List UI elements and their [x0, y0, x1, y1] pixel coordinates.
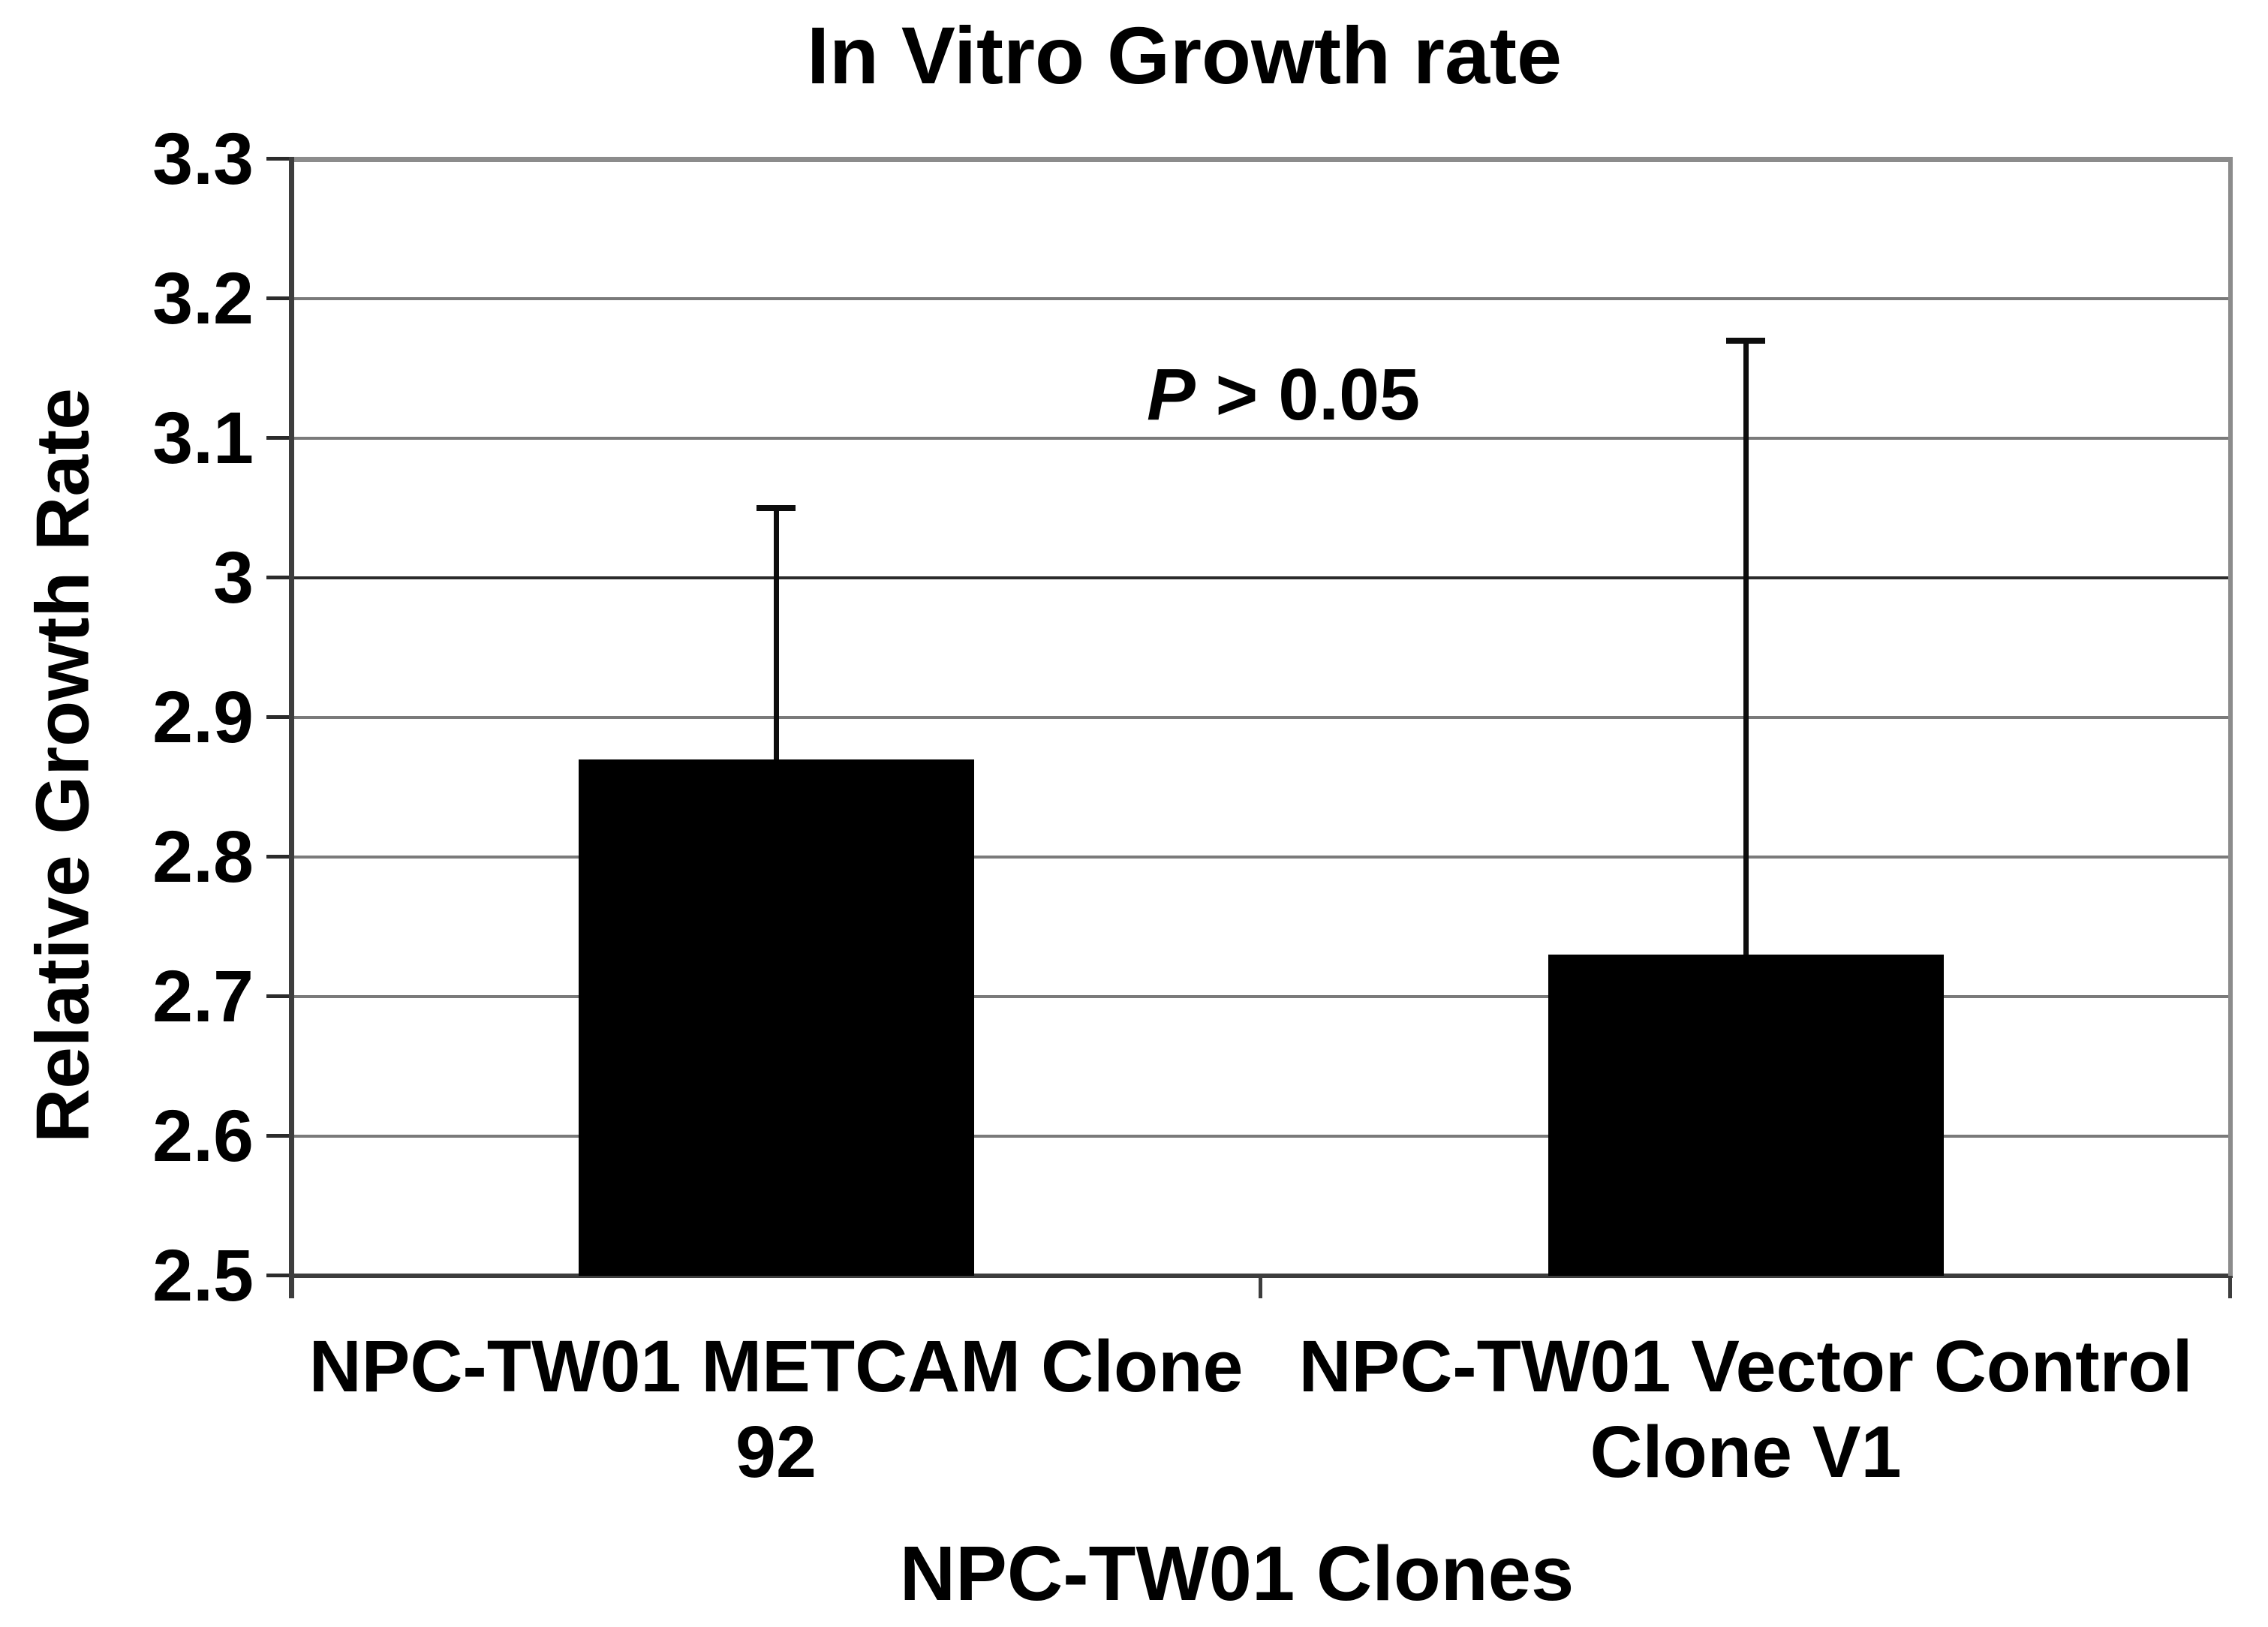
gridline [291, 297, 2230, 300]
y-tick-label: 2.9 [152, 676, 254, 758]
bar [1548, 955, 1944, 1276]
error-bar-cap [757, 505, 796, 511]
plot-frame-top [289, 157, 2233, 162]
y-tick-label: 3.2 [152, 257, 254, 339]
category-label: NPC-TW01 Vector Control Clone V1 [1298, 1325, 2193, 1493]
error-bar [773, 508, 779, 759]
y-tick-label: 2.7 [152, 955, 254, 1037]
x-axis-title: NPC-TW01 Clones [899, 1530, 1575, 1616]
x-axis-tick [1259, 1276, 1262, 1298]
y-axis-tick [266, 715, 291, 719]
y-axis-tick [266, 855, 291, 859]
gridline [291, 856, 2230, 859]
y-tick-label: 2.5 [152, 1235, 254, 1316]
y-axis-tick [266, 1274, 291, 1277]
gridline [291, 576, 2230, 579]
plot-area: 2.5 2.6 2.7 2.8 2.9 3 3.1 3.2 3.3 NPC-TW01 METCAM… [152, 118, 2233, 1493]
y-axis-line [289, 157, 294, 1298]
p-value-text: > 0.05 [1195, 353, 1421, 435]
error-bar [1743, 340, 1749, 955]
y-tick-label: 2.6 [152, 1095, 254, 1177]
gridline [291, 437, 2230, 440]
y-axis-tick [266, 436, 291, 440]
y-axis-tick [266, 576, 291, 579]
gridline [291, 1135, 2230, 1138]
y-tick-label: 2.8 [152, 816, 254, 898]
gridline [291, 995, 2230, 998]
p-value-annotation: P > 0.05 [1147, 353, 1420, 437]
x-axis-tick [289, 1276, 293, 1298]
y-axis-tick [266, 157, 291, 161]
chart-title: In Vitro Growth rate [806, 10, 1563, 101]
y-tick-label: 3.1 [152, 397, 254, 479]
error-bar-cap [1726, 337, 1765, 344]
x-axis-tick [2228, 1276, 2232, 1298]
y-tick-label: 3 [213, 537, 254, 618]
y-axis-tick [266, 1134, 291, 1138]
bar [578, 759, 974, 1276]
plot-frame-right [2228, 159, 2233, 1276]
p-symbol: P [1146, 353, 1196, 435]
y-axis-tick [266, 296, 291, 300]
category-label: NPC-TW01 METCAM Clone 92 [308, 1325, 1244, 1493]
y-axis-tick [266, 994, 291, 998]
gridline [291, 716, 2230, 719]
y-tick-label: 3.3 [152, 118, 254, 200]
